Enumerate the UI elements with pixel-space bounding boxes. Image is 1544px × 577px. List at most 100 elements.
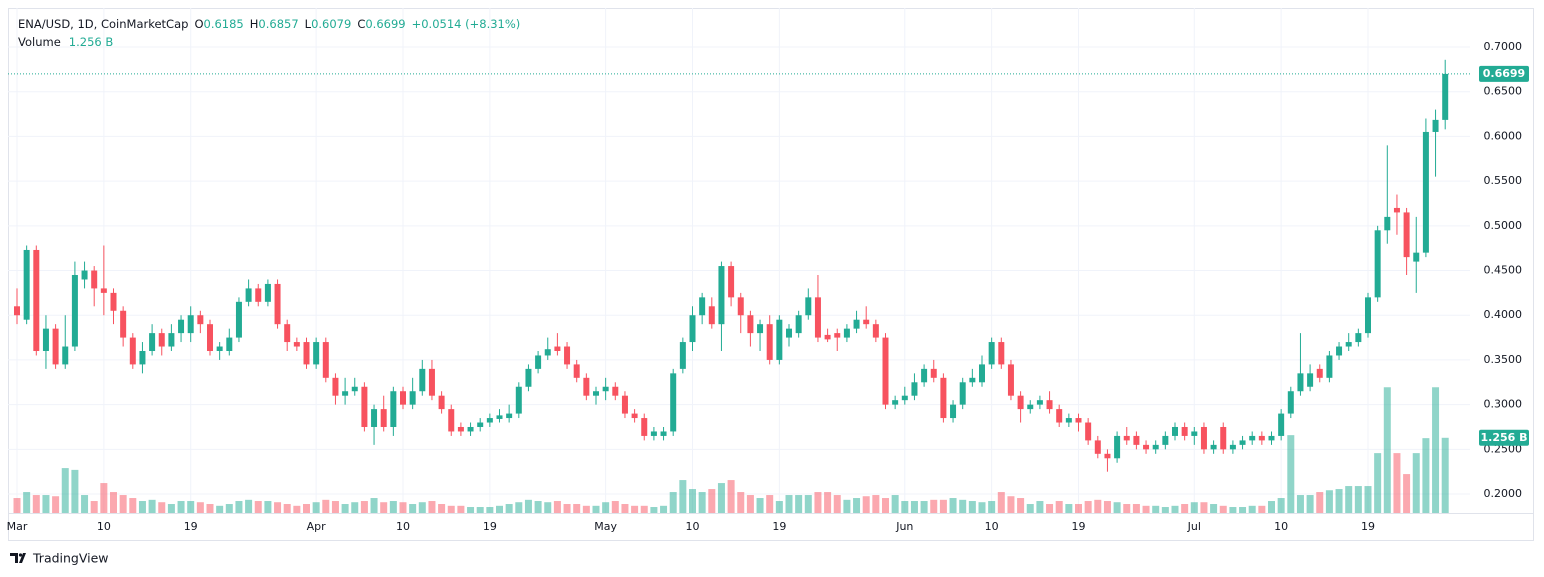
- x-tick-label: Mar: [7, 520, 28, 533]
- candle-body: [110, 292, 117, 311]
- volume-bar: [1393, 453, 1401, 513]
- volume-bar: [631, 505, 639, 513]
- candle-body: [1422, 131, 1429, 253]
- candle-body: [814, 297, 821, 338]
- volume-bar: [187, 501, 195, 513]
- volume-bar: [1239, 507, 1247, 513]
- candle-body: [187, 315, 194, 334]
- volume-bar: [534, 501, 542, 513]
- volume-bar: [1277, 498, 1285, 513]
- volume-bar: [1200, 502, 1208, 513]
- volume-bar: [882, 498, 889, 513]
- ohlc-value: 0.6857: [258, 17, 298, 31]
- y-tick-label: 0.3500: [1484, 353, 1523, 366]
- candle-body: [1229, 444, 1236, 450]
- candle-body: [728, 266, 735, 298]
- legend-main: ENA/USD, 1D, CoinMarketCap O0.6185 H0.6857…: [18, 17, 520, 31]
- candle-body: [670, 373, 677, 432]
- candle-body: [1104, 453, 1111, 459]
- volume-bar: [1161, 507, 1169, 513]
- candle-body: [747, 315, 754, 334]
- ohlc-value: 0.6079: [311, 17, 351, 31]
- candle-body: [1056, 409, 1063, 423]
- volume-bar: [428, 501, 436, 513]
- volume-bar: [746, 495, 754, 513]
- volume-bar: [1296, 495, 1304, 513]
- volume-bar: [930, 499, 938, 513]
- candle-body: [1065, 418, 1072, 423]
- candle-body: [863, 319, 870, 325]
- volume-bar: [1103, 501, 1111, 513]
- candle-body: [824, 334, 831, 340]
- volume-bar: [1142, 505, 1150, 513]
- x-tick-label: 19: [184, 520, 198, 533]
- candle-body: [42, 328, 49, 351]
- volume-bar: [341, 504, 349, 513]
- candle-body: [853, 319, 860, 329]
- volume-bar: [322, 499, 330, 513]
- volume-bar: [1075, 504, 1082, 513]
- candle-body: [235, 301, 242, 338]
- price-tag-bg: [1479, 65, 1529, 82]
- candle-body: [14, 306, 20, 316]
- candle-body: [380, 409, 387, 427]
- candle-body: [564, 346, 571, 365]
- volume-bar: [1403, 474, 1411, 513]
- volume-bar: [1046, 504, 1054, 513]
- symbol: ENA/USD, 1D, CoinMarketCap: [18, 17, 188, 31]
- volume-bar: [795, 495, 803, 513]
- candle-body: [313, 342, 320, 365]
- candle-body: [708, 306, 715, 325]
- volume-bar: [380, 502, 388, 513]
- ohlc-label: C: [357, 17, 365, 31]
- volume-bar: [216, 505, 224, 513]
- volume-bar: [660, 505, 668, 513]
- volume-bar: [1152, 505, 1160, 513]
- volume-bar: [1287, 435, 1295, 513]
- price-tag: 0.6699: [1483, 67, 1525, 80]
- candle-body: [621, 395, 628, 414]
- volume-bar: [1374, 453, 1382, 513]
- volume-bar: [1123, 504, 1131, 513]
- candle-body: [631, 413, 638, 419]
- volume-tag: 1.256 B: [1480, 431, 1527, 444]
- candle-body: [1374, 230, 1381, 298]
- volume-bar: [621, 504, 629, 513]
- candle-body: [979, 364, 985, 383]
- candle-body: [950, 404, 957, 419]
- candle-body: [930, 368, 937, 378]
- volume-bar: [457, 505, 465, 513]
- volume-bar: [920, 501, 928, 513]
- volume-bar: [853, 498, 861, 513]
- volume-bar: [447, 505, 455, 513]
- candle-body: [216, 346, 223, 351]
- volume-bar: [312, 502, 320, 513]
- volume-bar: [1422, 438, 1430, 513]
- volume-bar: [650, 507, 658, 513]
- candle-body: [1075, 418, 1082, 423]
- volume-value: 1.256 B: [69, 35, 114, 49]
- candle-body: [1036, 400, 1043, 405]
- volume-bar: [505, 504, 513, 513]
- candle-body: [1258, 435, 1265, 441]
- volume-bar: [1026, 504, 1034, 513]
- volume-bar: [496, 505, 503, 513]
- volume-bar: [370, 498, 378, 513]
- volume-bar: [1345, 486, 1353, 513]
- volume-bar: [331, 501, 339, 513]
- candle-body: [901, 395, 908, 401]
- candle-body: [573, 364, 580, 378]
- volume-bar: [235, 501, 243, 513]
- candle-body: [120, 310, 127, 338]
- candle-body: [1027, 404, 1034, 410]
- candle-body: [1432, 119, 1439, 132]
- volume-bar: [1190, 502, 1198, 513]
- candle-body: [1268, 435, 1275, 441]
- candle-body: [776, 319, 783, 360]
- candle-body: [342, 391, 349, 396]
- volume-bar: [1364, 486, 1372, 513]
- volume-bar: [910, 501, 918, 513]
- candle-body: [1200, 426, 1207, 450]
- x-tick-label: 10: [686, 520, 700, 533]
- candle-body: [834, 333, 841, 338]
